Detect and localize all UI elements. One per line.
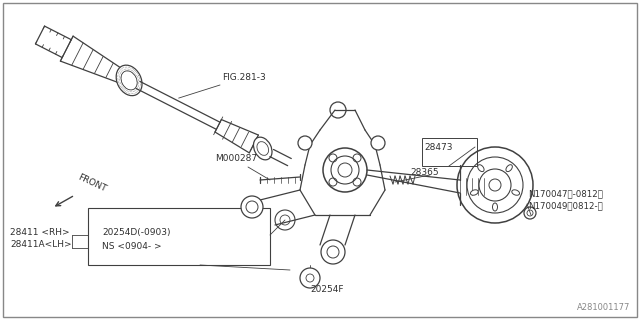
Text: 28411A<LH>: 28411A<LH> [10,240,72,249]
Text: A281001177: A281001177 [577,303,630,312]
Text: 28365: 28365 [410,168,438,177]
Text: FRONT: FRONT [76,173,108,194]
Ellipse shape [116,65,142,96]
Ellipse shape [493,203,497,211]
Text: FIG.281-3: FIG.281-3 [222,73,266,82]
Ellipse shape [512,190,520,195]
Circle shape [300,268,320,288]
Text: M000287: M000287 [215,154,257,163]
Bar [88,208,270,265]
Text: NS <0904- >: NS <0904- > [102,242,162,251]
Circle shape [371,136,385,150]
Text: 20254D(-0903): 20254D(-0903) [102,228,170,237]
Text: N170047（-0812）: N170047（-0812） [528,189,603,198]
Ellipse shape [257,142,269,156]
Circle shape [241,196,263,218]
Text: 28473: 28473 [424,143,452,152]
Ellipse shape [121,71,137,90]
Text: 28411 <RH>: 28411 <RH> [10,228,70,237]
Circle shape [298,136,312,150]
Ellipse shape [477,165,484,172]
Text: 20254F: 20254F [310,285,344,294]
Text: N170049（0812-）: N170049（0812-） [528,201,603,210]
Ellipse shape [506,165,513,172]
Ellipse shape [470,190,478,195]
Bar [422,138,477,166]
Ellipse shape [253,137,272,160]
Circle shape [321,240,345,264]
